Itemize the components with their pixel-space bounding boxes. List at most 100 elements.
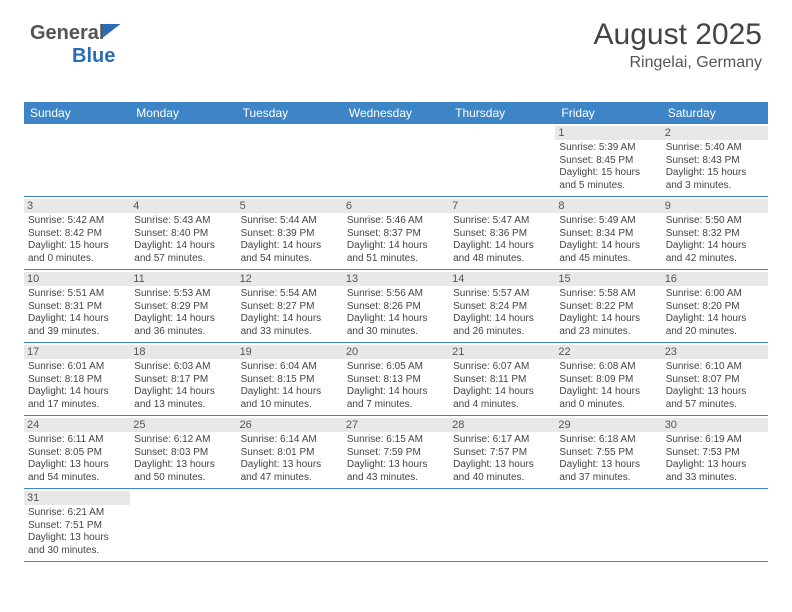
day-cell: 13 Sunrise: 5:56 AMSunset: 8:26 PMDayligh… xyxy=(343,270,449,342)
day-number: 12 xyxy=(237,272,343,286)
day-info: Sunrise: 6:04 AMSunset: 8:15 PMDaylight:… xyxy=(241,361,339,411)
day-cell: 31 Sunrise: 6:21 AMSunset: 7:51 PMDayligh… xyxy=(24,489,130,561)
day-info: Sunrise: 6:10 AMSunset: 8:07 PMDaylight:… xyxy=(666,361,764,411)
day-number: 16 xyxy=(662,272,768,286)
day-info: Sunrise: 5:49 AMSunset: 8:34 PMDaylight:… xyxy=(559,215,657,265)
day-number: 23 xyxy=(662,345,768,359)
day-cell: 20 Sunrise: 6:05 AMSunset: 8:13 PMDayligh… xyxy=(343,343,449,415)
day-cell: 29Sunrise: 6:18 AMSunset: 7:55 PMDayligh… xyxy=(555,416,661,488)
day-number: 31 xyxy=(24,491,130,505)
day-number: 30 xyxy=(662,418,768,432)
day-number: 13 xyxy=(343,272,449,286)
day-cell: 5 Sunrise: 5:44 AMSunset: 8:39 PMDaylight… xyxy=(237,197,343,269)
day-number: 22 xyxy=(555,345,661,359)
day-number: 27 xyxy=(343,418,449,432)
day-cell: 27 Sunrise: 6:15 AMSunset: 7:59 PMDayligh… xyxy=(343,416,449,488)
empty-cell xyxy=(24,124,130,196)
weekday-header: Sunday xyxy=(24,102,130,124)
day-info: Sunrise: 5:54 AMSunset: 8:27 PMDaylight:… xyxy=(241,288,339,338)
day-cell: 11Sunrise: 5:53 AMSunset: 8:29 PMDayligh… xyxy=(130,270,236,342)
calendar: SundayMondayTuesdayWednesdayThursdayFrid… xyxy=(24,102,768,562)
day-number: 4 xyxy=(130,199,236,213)
day-info: Sunrise: 5:40 AMSunset: 8:43 PMDaylight:… xyxy=(666,142,764,192)
week-row: 3 Sunrise: 5:42 AMSunset: 8:42 PMDaylight… xyxy=(24,197,768,270)
day-info: Sunrise: 5:57 AMSunset: 8:24 PMDaylight:… xyxy=(453,288,551,338)
day-number: 18 xyxy=(130,345,236,359)
day-cell: 8Sunrise: 5:49 AMSunset: 8:34 PMDaylight… xyxy=(555,197,661,269)
title-block: August 2025 Ringelai, Germany xyxy=(594,18,762,72)
day-info: Sunrise: 5:46 AMSunset: 8:37 PMDaylight:… xyxy=(347,215,445,265)
empty-cell xyxy=(449,124,555,196)
weekday-header: Tuesday xyxy=(237,102,343,124)
day-number: 11 xyxy=(130,272,236,286)
day-number: 14 xyxy=(449,272,555,286)
day-info: Sunrise: 6:21 AMSunset: 7:51 PMDaylight:… xyxy=(28,507,126,557)
weekday-header: Thursday xyxy=(449,102,555,124)
day-info: Sunrise: 6:14 AMSunset: 8:01 PMDaylight:… xyxy=(241,434,339,484)
day-cell: 9Sunrise: 5:50 AMSunset: 8:32 PMDaylight… xyxy=(662,197,768,269)
brand-part2: Blue xyxy=(72,45,115,67)
week-row: 17 Sunrise: 6:01 AMSunset: 8:18 PMDayligh… xyxy=(24,343,768,416)
empty-cell xyxy=(555,489,661,561)
empty-cell xyxy=(130,124,236,196)
empty-cell xyxy=(662,489,768,561)
day-cell: 30Sunrise: 6:19 AMSunset: 7:53 PMDayligh… xyxy=(662,416,768,488)
day-info: Sunrise: 5:47 AMSunset: 8:36 PMDaylight:… xyxy=(453,215,551,265)
empty-cell xyxy=(237,489,343,561)
month-year: August 2025 xyxy=(594,18,762,52)
day-number: 6 xyxy=(343,199,449,213)
day-number: 25 xyxy=(130,418,236,432)
day-info: Sunrise: 6:00 AMSunset: 8:20 PMDaylight:… xyxy=(666,288,764,338)
day-cell: 25 Sunrise: 6:12 AMSunset: 8:03 PMDayligh… xyxy=(130,416,236,488)
day-cell: 1Sunrise: 5:39 AMSunset: 8:45 PMDaylight… xyxy=(555,124,661,196)
empty-cell xyxy=(449,489,555,561)
day-number: 15 xyxy=(555,272,661,286)
empty-cell xyxy=(343,489,449,561)
day-cell: 24Sunrise: 6:11 AMSunset: 8:05 PMDayligh… xyxy=(24,416,130,488)
weeks-container: 1Sunrise: 5:39 AMSunset: 8:45 PMDaylight… xyxy=(24,124,768,562)
flag-icon xyxy=(102,24,120,38)
day-info: Sunrise: 5:39 AMSunset: 8:45 PMDaylight:… xyxy=(559,142,657,192)
day-info: Sunrise: 6:01 AMSunset: 8:18 PMDaylight:… xyxy=(28,361,126,411)
day-number: 3 xyxy=(24,199,130,213)
weekday-header: Monday xyxy=(130,102,236,124)
day-info: Sunrise: 5:58 AMSunset: 8:22 PMDaylight:… xyxy=(559,288,657,338)
day-info: Sunrise: 6:08 AMSunset: 8:09 PMDaylight:… xyxy=(559,361,657,411)
day-info: Sunrise: 6:12 AMSunset: 8:03 PMDaylight:… xyxy=(134,434,232,484)
day-info: Sunrise: 5:42 AMSunset: 8:42 PMDaylight:… xyxy=(28,215,126,265)
day-info: Sunrise: 5:51 AMSunset: 8:31 PMDaylight:… xyxy=(28,288,126,338)
day-cell: 2Sunrise: 5:40 AMSunset: 8:43 PMDaylight… xyxy=(662,124,768,196)
weekday-header: Friday xyxy=(555,102,661,124)
day-number: 10 xyxy=(24,272,130,286)
week-row: 24Sunrise: 6:11 AMSunset: 8:05 PMDayligh… xyxy=(24,416,768,489)
day-cell: 6 Sunrise: 5:46 AMSunset: 8:37 PMDaylight… xyxy=(343,197,449,269)
day-cell: 17 Sunrise: 6:01 AMSunset: 8:18 PMDayligh… xyxy=(24,343,130,415)
brand-part1: General xyxy=(30,22,104,44)
day-number: 20 xyxy=(343,345,449,359)
day-info: Sunrise: 6:05 AMSunset: 8:13 PMDaylight:… xyxy=(347,361,445,411)
day-info: Sunrise: 5:50 AMSunset: 8:32 PMDaylight:… xyxy=(666,215,764,265)
day-cell: 26 Sunrise: 6:14 AMSunset: 8:01 PMDayligh… xyxy=(237,416,343,488)
week-row: 10 Sunrise: 5:51 AMSunset: 8:31 PMDayligh… xyxy=(24,270,768,343)
day-info: Sunrise: 6:15 AMSunset: 7:59 PMDaylight:… xyxy=(347,434,445,484)
brand-logo: General Blue xyxy=(30,22,120,68)
day-cell: 14 Sunrise: 5:57 AMSunset: 8:24 PMDayligh… xyxy=(449,270,555,342)
day-info: Sunrise: 5:43 AMSunset: 8:40 PMDaylight:… xyxy=(134,215,232,265)
day-cell: 12 Sunrise: 5:54 AMSunset: 8:27 PMDayligh… xyxy=(237,270,343,342)
week-row: 1Sunrise: 5:39 AMSunset: 8:45 PMDaylight… xyxy=(24,124,768,197)
day-cell: 28Sunrise: 6:17 AMSunset: 7:57 PMDayligh… xyxy=(449,416,555,488)
empty-cell xyxy=(130,489,236,561)
weekday-header: Wednesday xyxy=(343,102,449,124)
day-number: 17 xyxy=(24,345,130,359)
day-number: 26 xyxy=(237,418,343,432)
day-number: 28 xyxy=(449,418,555,432)
day-cell: 3 Sunrise: 5:42 AMSunset: 8:42 PMDaylight… xyxy=(24,197,130,269)
day-info: Sunrise: 5:56 AMSunset: 8:26 PMDaylight:… xyxy=(347,288,445,338)
day-number: 24 xyxy=(24,418,130,432)
day-info: Sunrise: 5:44 AMSunset: 8:39 PMDaylight:… xyxy=(241,215,339,265)
day-number: 21 xyxy=(449,345,555,359)
day-cell: 7Sunrise: 5:47 AMSunset: 8:36 PMDaylight… xyxy=(449,197,555,269)
day-cell: 15 Sunrise: 5:58 AMSunset: 8:22 PMDayligh… xyxy=(555,270,661,342)
day-number: 5 xyxy=(237,199,343,213)
week-row: 31 Sunrise: 6:21 AMSunset: 7:51 PMDayligh… xyxy=(24,489,768,562)
